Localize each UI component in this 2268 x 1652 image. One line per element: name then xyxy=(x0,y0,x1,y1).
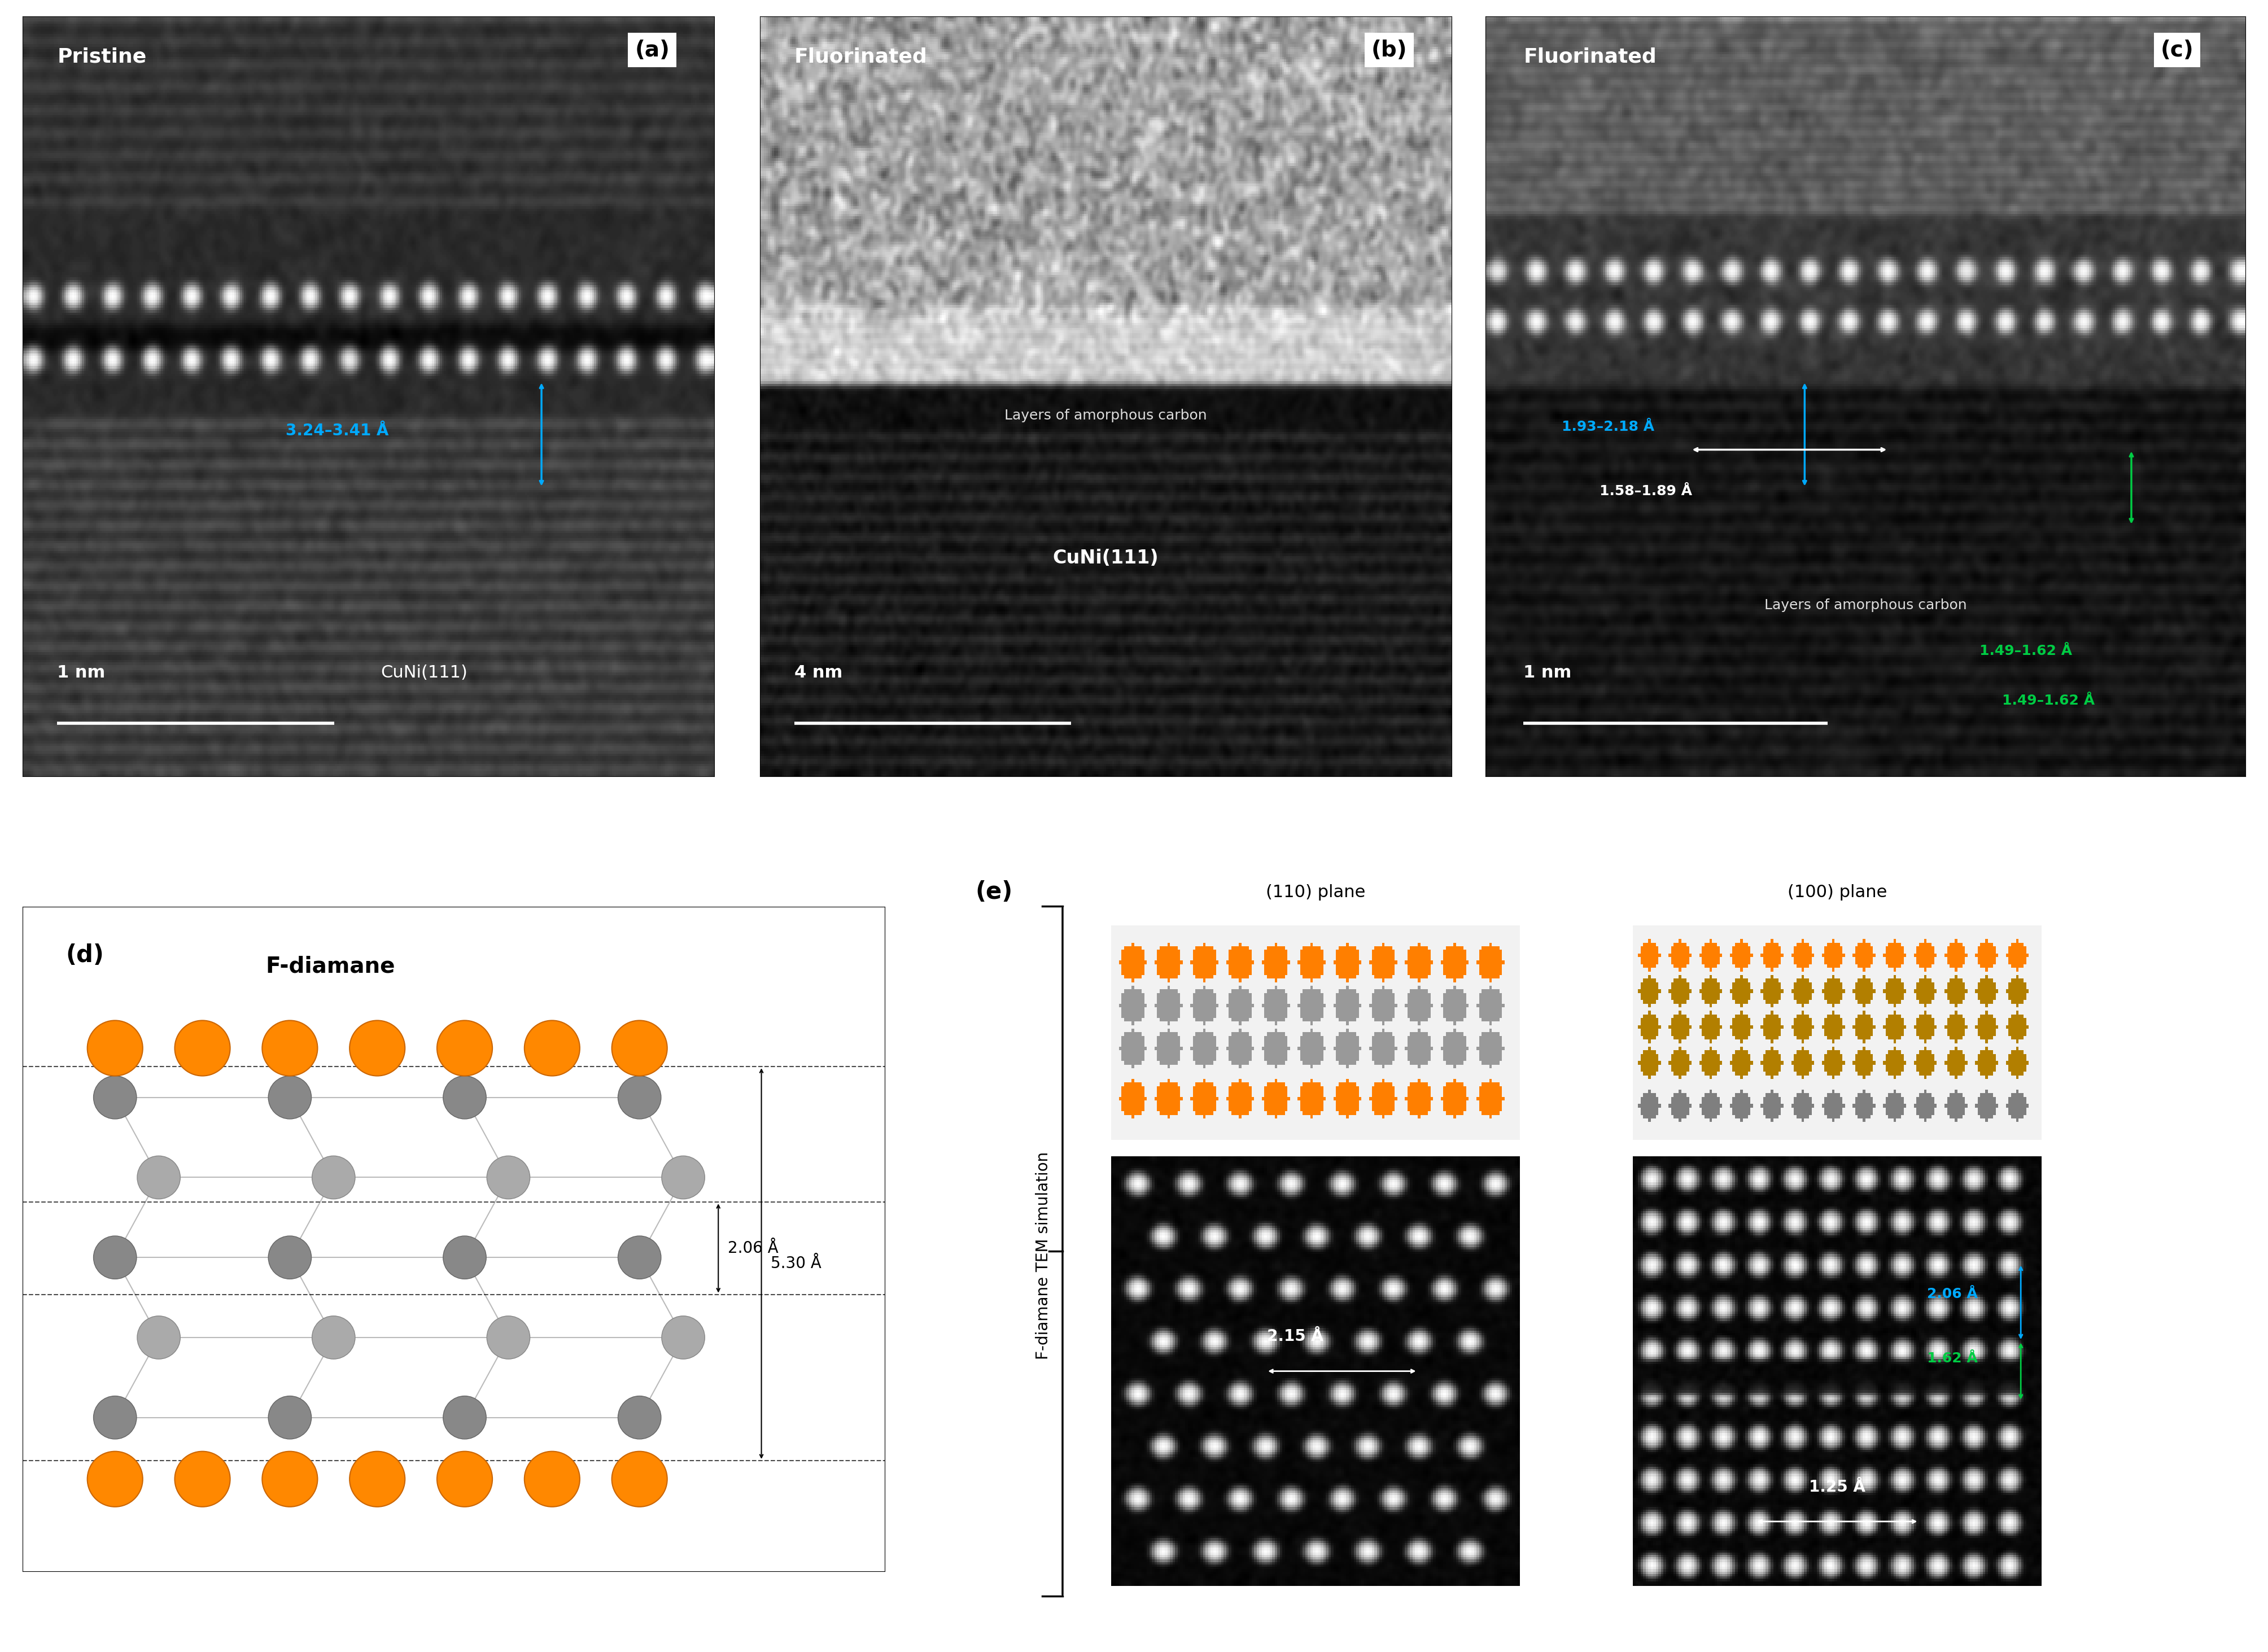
Circle shape xyxy=(617,1236,660,1279)
Text: Fluorinated: Fluorinated xyxy=(794,46,928,66)
Circle shape xyxy=(136,1156,179,1199)
Circle shape xyxy=(524,1452,581,1507)
Circle shape xyxy=(617,1396,660,1439)
Circle shape xyxy=(313,1317,356,1360)
Text: Layers of amorphous carbon: Layers of amorphous carbon xyxy=(1005,408,1207,423)
Circle shape xyxy=(93,1075,136,1118)
Circle shape xyxy=(442,1075,485,1118)
Text: Fluorinated: Fluorinated xyxy=(1524,46,1656,66)
Text: 1.49–1.62 Å: 1.49–1.62 Å xyxy=(1980,644,2073,657)
Circle shape xyxy=(442,1236,485,1279)
Circle shape xyxy=(136,1317,179,1360)
Text: 1.93–2.18 Å: 1.93–2.18 Å xyxy=(1563,420,1653,434)
Text: 1.58–1.89 Å: 1.58–1.89 Å xyxy=(1599,484,1692,499)
Text: Pristine: Pristine xyxy=(57,46,147,66)
Text: F-diamane TEM simulation: F-diamane TEM simulation xyxy=(1036,1151,1050,1360)
Circle shape xyxy=(268,1075,311,1118)
Text: 3.24–3.41 Å: 3.24–3.41 Å xyxy=(286,423,388,438)
Text: 5.30 Å: 5.30 Å xyxy=(771,1256,821,1272)
Text: (d): (d) xyxy=(66,943,104,966)
Circle shape xyxy=(612,1021,667,1075)
Circle shape xyxy=(93,1396,136,1439)
Circle shape xyxy=(524,1021,581,1075)
Circle shape xyxy=(268,1396,311,1439)
Text: 1.49–1.62 Å: 1.49–1.62 Å xyxy=(2003,694,2096,707)
Text: 2.06 Å: 2.06 Å xyxy=(1928,1287,1978,1302)
Circle shape xyxy=(488,1317,531,1360)
Circle shape xyxy=(438,1021,492,1075)
Text: 2.06 Å: 2.06 Å xyxy=(728,1241,778,1256)
Text: 1.25 Å: 1.25 Å xyxy=(1810,1479,1864,1495)
Text: 1.62 Å: 1.62 Å xyxy=(1928,1351,1978,1366)
Circle shape xyxy=(488,1156,531,1199)
Circle shape xyxy=(88,1021,143,1075)
Text: (b): (b) xyxy=(1372,40,1406,61)
Text: F-diamane: F-diamane xyxy=(265,957,395,978)
Circle shape xyxy=(438,1452,492,1507)
Text: 2.15 Å: 2.15 Å xyxy=(1268,1328,1322,1345)
Circle shape xyxy=(263,1452,318,1507)
Text: 1 nm: 1 nm xyxy=(57,664,104,681)
Text: 1 nm: 1 nm xyxy=(1524,664,1572,681)
Circle shape xyxy=(93,1236,136,1279)
Text: (100) plane: (100) plane xyxy=(1787,884,1887,900)
Text: CuNi(111): CuNi(111) xyxy=(381,664,467,681)
Circle shape xyxy=(612,1452,667,1507)
Text: CuNi(111): CuNi(111) xyxy=(1052,548,1159,568)
Text: (c): (c) xyxy=(2161,40,2193,61)
Circle shape xyxy=(263,1021,318,1075)
Circle shape xyxy=(662,1156,705,1199)
Circle shape xyxy=(313,1156,356,1199)
Circle shape xyxy=(349,1452,406,1507)
Circle shape xyxy=(662,1317,705,1360)
Circle shape xyxy=(175,1021,229,1075)
Text: (a): (a) xyxy=(635,40,669,61)
Text: (110) plane: (110) plane xyxy=(1266,884,1365,900)
Circle shape xyxy=(175,1452,229,1507)
Circle shape xyxy=(268,1236,311,1279)
Text: Layers of amorphous carbon: Layers of amorphous carbon xyxy=(1765,598,1966,613)
Circle shape xyxy=(88,1452,143,1507)
Circle shape xyxy=(442,1396,485,1439)
Circle shape xyxy=(617,1075,660,1118)
Text: (e): (e) xyxy=(975,881,1012,904)
Text: 4 nm: 4 nm xyxy=(794,664,841,681)
Circle shape xyxy=(349,1021,406,1075)
